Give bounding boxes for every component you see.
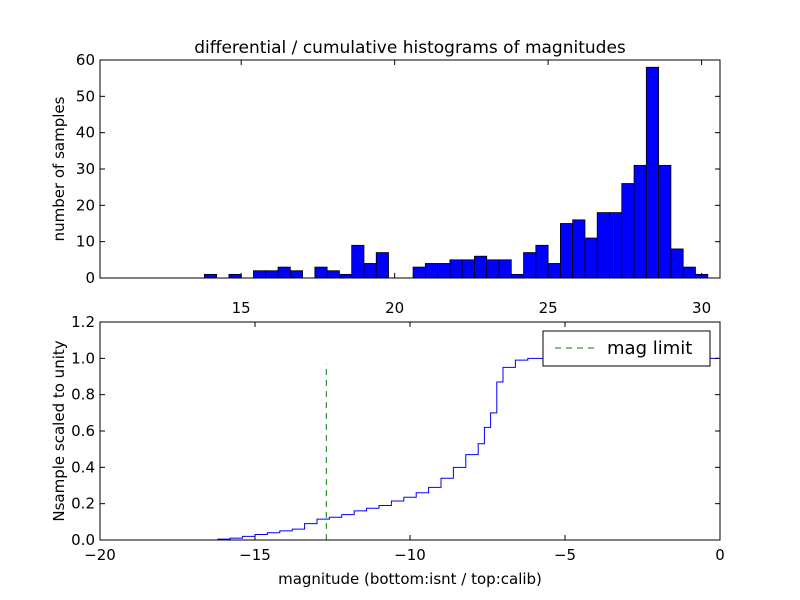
x-tick-label: 0 bbox=[715, 546, 725, 564]
histogram-bar bbox=[596, 212, 610, 279]
histogram-bar bbox=[584, 237, 598, 279]
x-tick-label: −15 bbox=[239, 546, 271, 564]
cumulative-step-line bbox=[100, 357, 721, 541]
chart-title: differential / cumulative histograms of … bbox=[194, 38, 626, 58]
y-tick-label: 30 bbox=[76, 160, 95, 178]
histogram-bar bbox=[339, 273, 353, 279]
y-tick-label: 50 bbox=[76, 87, 95, 105]
histogram-bar bbox=[412, 266, 426, 279]
histogram-bar bbox=[535, 244, 549, 279]
bottom-y-axis-label: Nsample scaled to unity bbox=[50, 340, 68, 521]
histogram-bar bbox=[670, 248, 684, 279]
histogram-bar bbox=[572, 219, 586, 279]
top-y-axis-label: number of samples bbox=[50, 96, 68, 241]
x-tick-label: −20 bbox=[84, 546, 116, 564]
x-tick-label: 30 bbox=[692, 299, 711, 317]
histogram-bar bbox=[682, 266, 696, 279]
histogram-bar bbox=[474, 255, 488, 279]
histogram-bar bbox=[461, 259, 475, 279]
x-tick-label: −10 bbox=[394, 546, 426, 564]
histogram-bar bbox=[633, 164, 647, 279]
y-tick-label: 60 bbox=[76, 51, 95, 69]
histogram-bar bbox=[523, 252, 537, 279]
histogram-bar bbox=[253, 270, 267, 279]
y-tick-label: 1.2 bbox=[71, 313, 95, 331]
x-tick-label: −5 bbox=[554, 546, 576, 564]
x-tick-label: 20 bbox=[385, 299, 404, 317]
histogram-bar bbox=[375, 252, 389, 279]
y-tick-label: 0 bbox=[85, 269, 95, 287]
y-tick-label: 0.4 bbox=[71, 458, 95, 476]
histogram-bar bbox=[547, 263, 561, 279]
y-tick-label: 40 bbox=[76, 124, 95, 142]
legend-label: mag limit bbox=[607, 338, 692, 359]
histogram-bar bbox=[265, 270, 279, 279]
legend: mag limit bbox=[542, 330, 711, 367]
histogram-bar bbox=[424, 263, 439, 279]
y-tick-label: 0.8 bbox=[71, 386, 95, 404]
y-tick-label: 20 bbox=[76, 196, 95, 214]
histogram-bar bbox=[437, 263, 451, 279]
histogram-bar bbox=[609, 212, 623, 279]
histogram-bar bbox=[559, 223, 574, 279]
histogram-bar bbox=[351, 244, 365, 279]
y-tick-label: 10 bbox=[76, 233, 95, 251]
histogram-bar bbox=[203, 273, 218, 279]
histogram-bar bbox=[658, 164, 672, 279]
histogram-bar bbox=[621, 183, 635, 279]
histogram-bar bbox=[449, 259, 463, 279]
y-tick-label: 0.2 bbox=[71, 495, 95, 513]
y-tick-label: 0.6 bbox=[71, 422, 95, 440]
x-tick-label: 25 bbox=[539, 299, 558, 317]
bottom-x-axis-label: magnitude (bottom:isnt / top:calib) bbox=[278, 570, 542, 588]
x-tick-label: 15 bbox=[232, 299, 251, 317]
y-tick-label: 1.0 bbox=[71, 349, 95, 367]
histogram-bar bbox=[510, 273, 524, 279]
bottom-cumulative-panel: −20 −15 −10 −5 0 0.0 0.2 0.4 0.6 0.8 1.0 1.2 magnit… bbox=[50, 313, 725, 588]
histogram-bar bbox=[486, 259, 500, 279]
histogram-bar bbox=[277, 266, 291, 279]
histogram-bar bbox=[289, 270, 303, 279]
histogram-bar bbox=[498, 259, 512, 279]
histogram-bar bbox=[314, 266, 328, 279]
histogram-bar bbox=[228, 273, 242, 279]
histogram-bar bbox=[326, 270, 340, 279]
histogram-bar bbox=[645, 66, 660, 279]
bottom-axis-ticks: −20 −15 −10 −5 0 0.0 0.2 0.4 0.6 0.8 1.0 1.2 bbox=[71, 313, 725, 564]
top-axis-ticks: 15 20 25 30 0 10 20 30 40 50 60 bbox=[76, 51, 720, 317]
histogram-bar bbox=[363, 263, 377, 279]
histogram-bars bbox=[203, 66, 709, 279]
top-histogram-panel: 15 20 25 30 0 10 20 30 40 50 60 number of samples bbox=[50, 51, 721, 317]
y-tick-label: 0.0 bbox=[71, 531, 95, 549]
